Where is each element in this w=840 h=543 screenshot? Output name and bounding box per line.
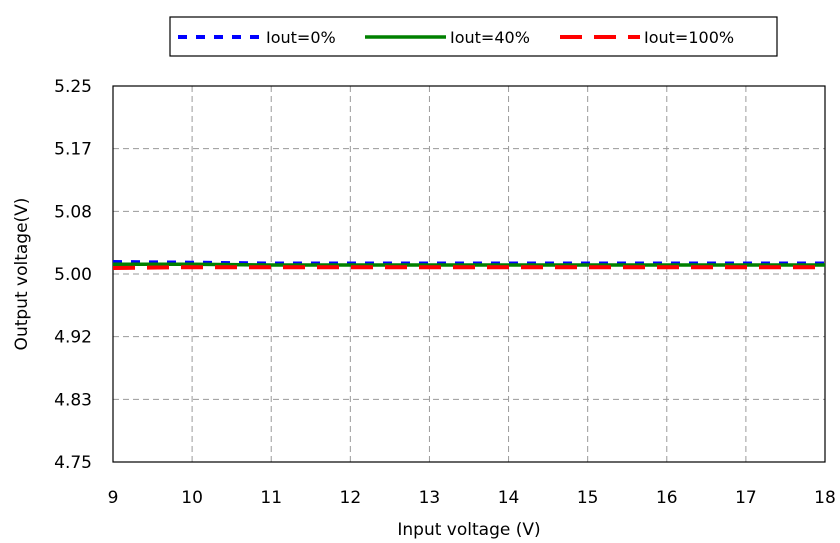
x-tick-label: 10	[181, 488, 203, 508]
legend: Iout=0% Iout=40% Iout=100%	[169, 16, 778, 57]
series-layer	[112, 260, 825, 270]
x-tick-label: 13	[419, 488, 441, 508]
y-tick-label: 5.25	[54, 77, 92, 97]
y-tick-label: 5.00	[54, 265, 92, 285]
x-tick-labels: 9 10 11 12 13 14 15 16 17 18	[108, 488, 836, 508]
x-tick-label: 18	[814, 488, 836, 508]
legend-label: Iout=0%	[266, 28, 336, 47]
series-line	[113, 262, 825, 267]
x-tick-label: 14	[498, 488, 520, 508]
legend-label: Iout=40%	[450, 28, 530, 47]
grid-lines	[113, 86, 825, 462]
x-tick-label: 11	[260, 488, 282, 508]
x-tick-label: 17	[735, 488, 757, 508]
y-axis-label: Output voltage(V)	[12, 198, 32, 351]
plot-area	[112, 85, 826, 463]
y-tick-label: 4.75	[54, 453, 92, 473]
series-line	[112, 265, 825, 270]
y-tick-label: 4.83	[54, 390, 92, 410]
legend-box	[169, 16, 778, 57]
x-tick-label: 9	[108, 488, 119, 508]
y-tick-label: 4.92	[54, 328, 92, 348]
x-tick-label: 15	[577, 488, 599, 508]
y-tick-labels: 5.25 5.17 5.08 5.00 4.92 4.83 4.75	[54, 77, 92, 473]
y-tick-label: 5.17	[54, 140, 92, 160]
y-tick-label: 5.08	[54, 202, 92, 222]
x-axis-label: Input voltage (V)	[397, 520, 540, 540]
legend-label: Iout=100%	[644, 28, 734, 47]
x-tick-label: 16	[656, 488, 678, 508]
x-tick-label: 12	[340, 488, 362, 508]
